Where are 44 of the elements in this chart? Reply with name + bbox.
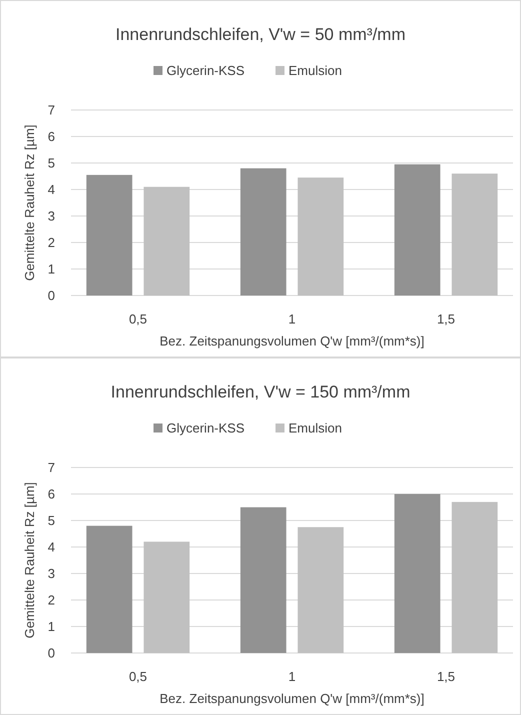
bar: [394, 494, 440, 653]
x-tick-label: 1,5: [436, 669, 456, 684]
y-tick-label: 2: [48, 592, 55, 608]
x-tick-label: 1,5: [436, 312, 456, 326]
x-tick-label: 0,5: [128, 669, 148, 684]
x-axis-title: Bez. Zeitspanungsvolumen Q'w [mm³/(mm*s)]: [160, 334, 424, 348]
y-tick-label: 6: [48, 486, 55, 502]
y-tick-label: 2: [48, 235, 55, 250]
x-axis-title: Bez. Zeitspanungsvolumen Q'w [mm³/(mm*s)]: [160, 691, 424, 706]
y-tick-label: 1: [48, 619, 55, 634]
bar: [394, 164, 440, 296]
bar: [240, 507, 286, 653]
x-tick-label: 0,5: [128, 312, 148, 326]
bar: [144, 542, 190, 653]
y-tick-label: 4: [48, 182, 55, 198]
y-axis-title: Gemittelte Rauheit Rz [µm]: [22, 124, 37, 281]
y-tick-label: 3: [48, 208, 55, 224]
y-tick-label: 3: [48, 566, 55, 582]
x-tick-label: 1: [288, 312, 296, 326]
y-tick-label: 0: [48, 646, 55, 661]
y-tick-label: 4: [48, 540, 55, 555]
legend-label: Glycerin-KSS: [166, 420, 245, 436]
bar: [452, 174, 498, 296]
bar: [144, 186, 190, 296]
y-tick-label: 7: [48, 102, 55, 118]
bar: [298, 178, 344, 296]
legend-label: Glycerin-KSS: [166, 63, 245, 78]
bar: [86, 174, 132, 296]
y-axis-title: Gemittelte Rauheit Rz [µm]: [22, 482, 37, 638]
chart-title: Innenrundschleifen, V'w = 50 mm³/mm: [115, 25, 406, 44]
bar: [240, 168, 286, 296]
y-tick-label: 5: [48, 513, 55, 528]
y-tick-label: 6: [48, 129, 55, 144]
bar: [452, 502, 498, 653]
y-tick-label: 1: [48, 262, 55, 277]
legend-label: Emulsion: [288, 420, 342, 436]
x-tick-label: 1: [288, 669, 296, 684]
bar: [298, 527, 344, 653]
bar: [86, 526, 132, 653]
legend-label: Emulsion: [288, 63, 342, 78]
y-tick-label: 7: [48, 460, 55, 476]
chart-title: Innenrundschleifen, V'w = 150 mm³/mm: [110, 382, 410, 402]
y-tick-label: 0: [48, 288, 55, 304]
y-tick-label: 5: [48, 156, 55, 171]
